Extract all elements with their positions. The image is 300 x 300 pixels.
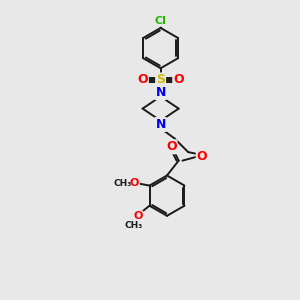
Text: O: O: [130, 178, 139, 188]
Text: O: O: [173, 74, 184, 86]
Text: N: N: [155, 118, 166, 131]
Text: O: O: [166, 140, 176, 153]
Text: S: S: [156, 74, 165, 86]
Text: CH₃: CH₃: [113, 178, 132, 188]
Text: Cl: Cl: [155, 16, 167, 26]
Text: O: O: [137, 74, 148, 86]
Text: CH₃: CH₃: [124, 221, 143, 230]
Text: O: O: [197, 150, 207, 163]
Text: O: O: [133, 211, 142, 221]
Text: N: N: [155, 86, 166, 99]
